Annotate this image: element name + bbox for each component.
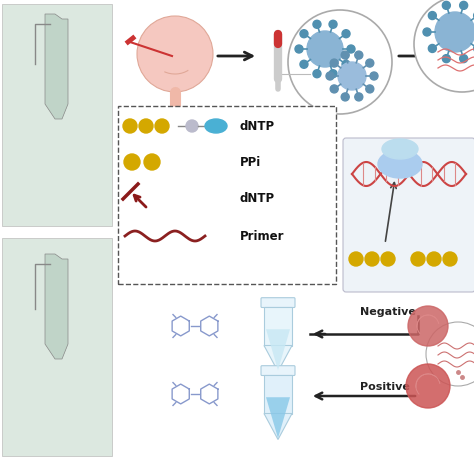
Text: dNTP: dNTP	[240, 119, 275, 133]
Circle shape	[155, 119, 169, 133]
Polygon shape	[45, 14, 68, 119]
Polygon shape	[45, 254, 68, 359]
Circle shape	[288, 10, 392, 114]
Circle shape	[443, 252, 457, 266]
Circle shape	[300, 60, 308, 68]
Circle shape	[411, 252, 425, 266]
Circle shape	[442, 1, 450, 9]
Bar	[2, 238, 112, 456]
Circle shape	[414, 0, 474, 92]
Bar	[2, 4, 112, 226]
Circle shape	[381, 252, 395, 266]
Circle shape	[460, 1, 468, 9]
Text: PPi: PPi	[240, 155, 261, 168]
FancyBboxPatch shape	[343, 138, 474, 292]
Circle shape	[426, 322, 474, 386]
Circle shape	[342, 30, 350, 38]
Circle shape	[427, 252, 441, 266]
Circle shape	[329, 20, 337, 28]
Circle shape	[144, 154, 160, 170]
FancyBboxPatch shape	[261, 298, 295, 308]
Circle shape	[137, 16, 213, 92]
Circle shape	[313, 20, 321, 28]
FancyBboxPatch shape	[118, 106, 336, 284]
Circle shape	[341, 93, 349, 101]
Circle shape	[186, 120, 198, 132]
Circle shape	[435, 12, 474, 52]
Circle shape	[428, 45, 437, 53]
Ellipse shape	[382, 139, 418, 159]
Circle shape	[139, 119, 153, 133]
Text: Negative: Negative	[360, 307, 416, 317]
Circle shape	[349, 252, 363, 266]
Text: Primer: Primer	[240, 229, 284, 243]
Text: Positive: Positive	[360, 382, 410, 392]
Circle shape	[423, 28, 431, 36]
Circle shape	[326, 72, 334, 80]
Circle shape	[355, 51, 363, 59]
Text: dNTP: dNTP	[240, 191, 275, 204]
Circle shape	[338, 62, 366, 90]
Circle shape	[366, 59, 374, 67]
Circle shape	[406, 364, 450, 408]
Polygon shape	[266, 329, 290, 370]
Circle shape	[295, 45, 303, 53]
Circle shape	[330, 85, 338, 93]
Circle shape	[347, 45, 355, 53]
Ellipse shape	[205, 119, 227, 133]
Circle shape	[329, 70, 337, 78]
FancyBboxPatch shape	[261, 366, 295, 375]
Polygon shape	[264, 413, 292, 439]
Circle shape	[330, 59, 338, 67]
Circle shape	[300, 30, 308, 38]
Circle shape	[124, 154, 140, 170]
Circle shape	[442, 55, 450, 63]
Ellipse shape	[378, 150, 422, 178]
Circle shape	[428, 11, 437, 19]
Circle shape	[342, 60, 350, 68]
Circle shape	[460, 55, 468, 63]
Circle shape	[341, 51, 349, 59]
Circle shape	[123, 119, 137, 133]
Bar	[264, 374, 292, 413]
Circle shape	[370, 72, 378, 80]
Polygon shape	[264, 346, 292, 372]
Circle shape	[365, 252, 379, 266]
Polygon shape	[266, 397, 290, 438]
Circle shape	[366, 85, 374, 93]
Circle shape	[307, 31, 343, 67]
Circle shape	[355, 93, 363, 101]
Circle shape	[313, 70, 321, 78]
Circle shape	[408, 306, 448, 346]
Bar	[264, 307, 292, 346]
